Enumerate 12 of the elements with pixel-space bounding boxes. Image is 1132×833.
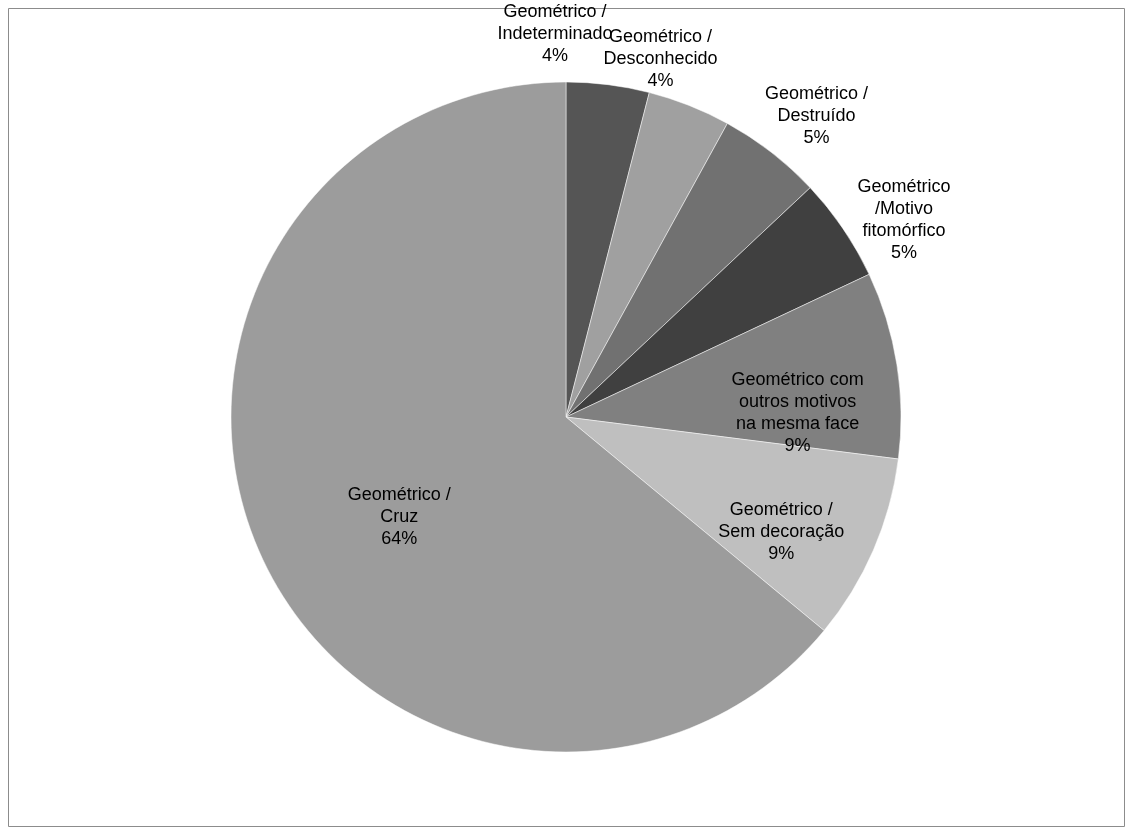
data-label: 4% [647, 70, 674, 90]
data-label: 9% [768, 543, 795, 564]
slice-label: Geométrico / Destruído [764, 83, 869, 126]
data-label: 5% [803, 127, 830, 148]
slice-label: Geométrico / Sem decoração [718, 499, 845, 542]
slice-label: Geométrico / Cruz [347, 484, 451, 527]
data-label: 9% [784, 435, 811, 456]
data-label: 5% [891, 242, 918, 263]
slice-label: Geométrico /Motivo fitomórfico [857, 176, 951, 241]
data-label: 4% [541, 44, 568, 65]
data-label: 64% [381, 528, 418, 549]
slice-label: Geométrico com outros motivos na mesma face [731, 369, 864, 434]
